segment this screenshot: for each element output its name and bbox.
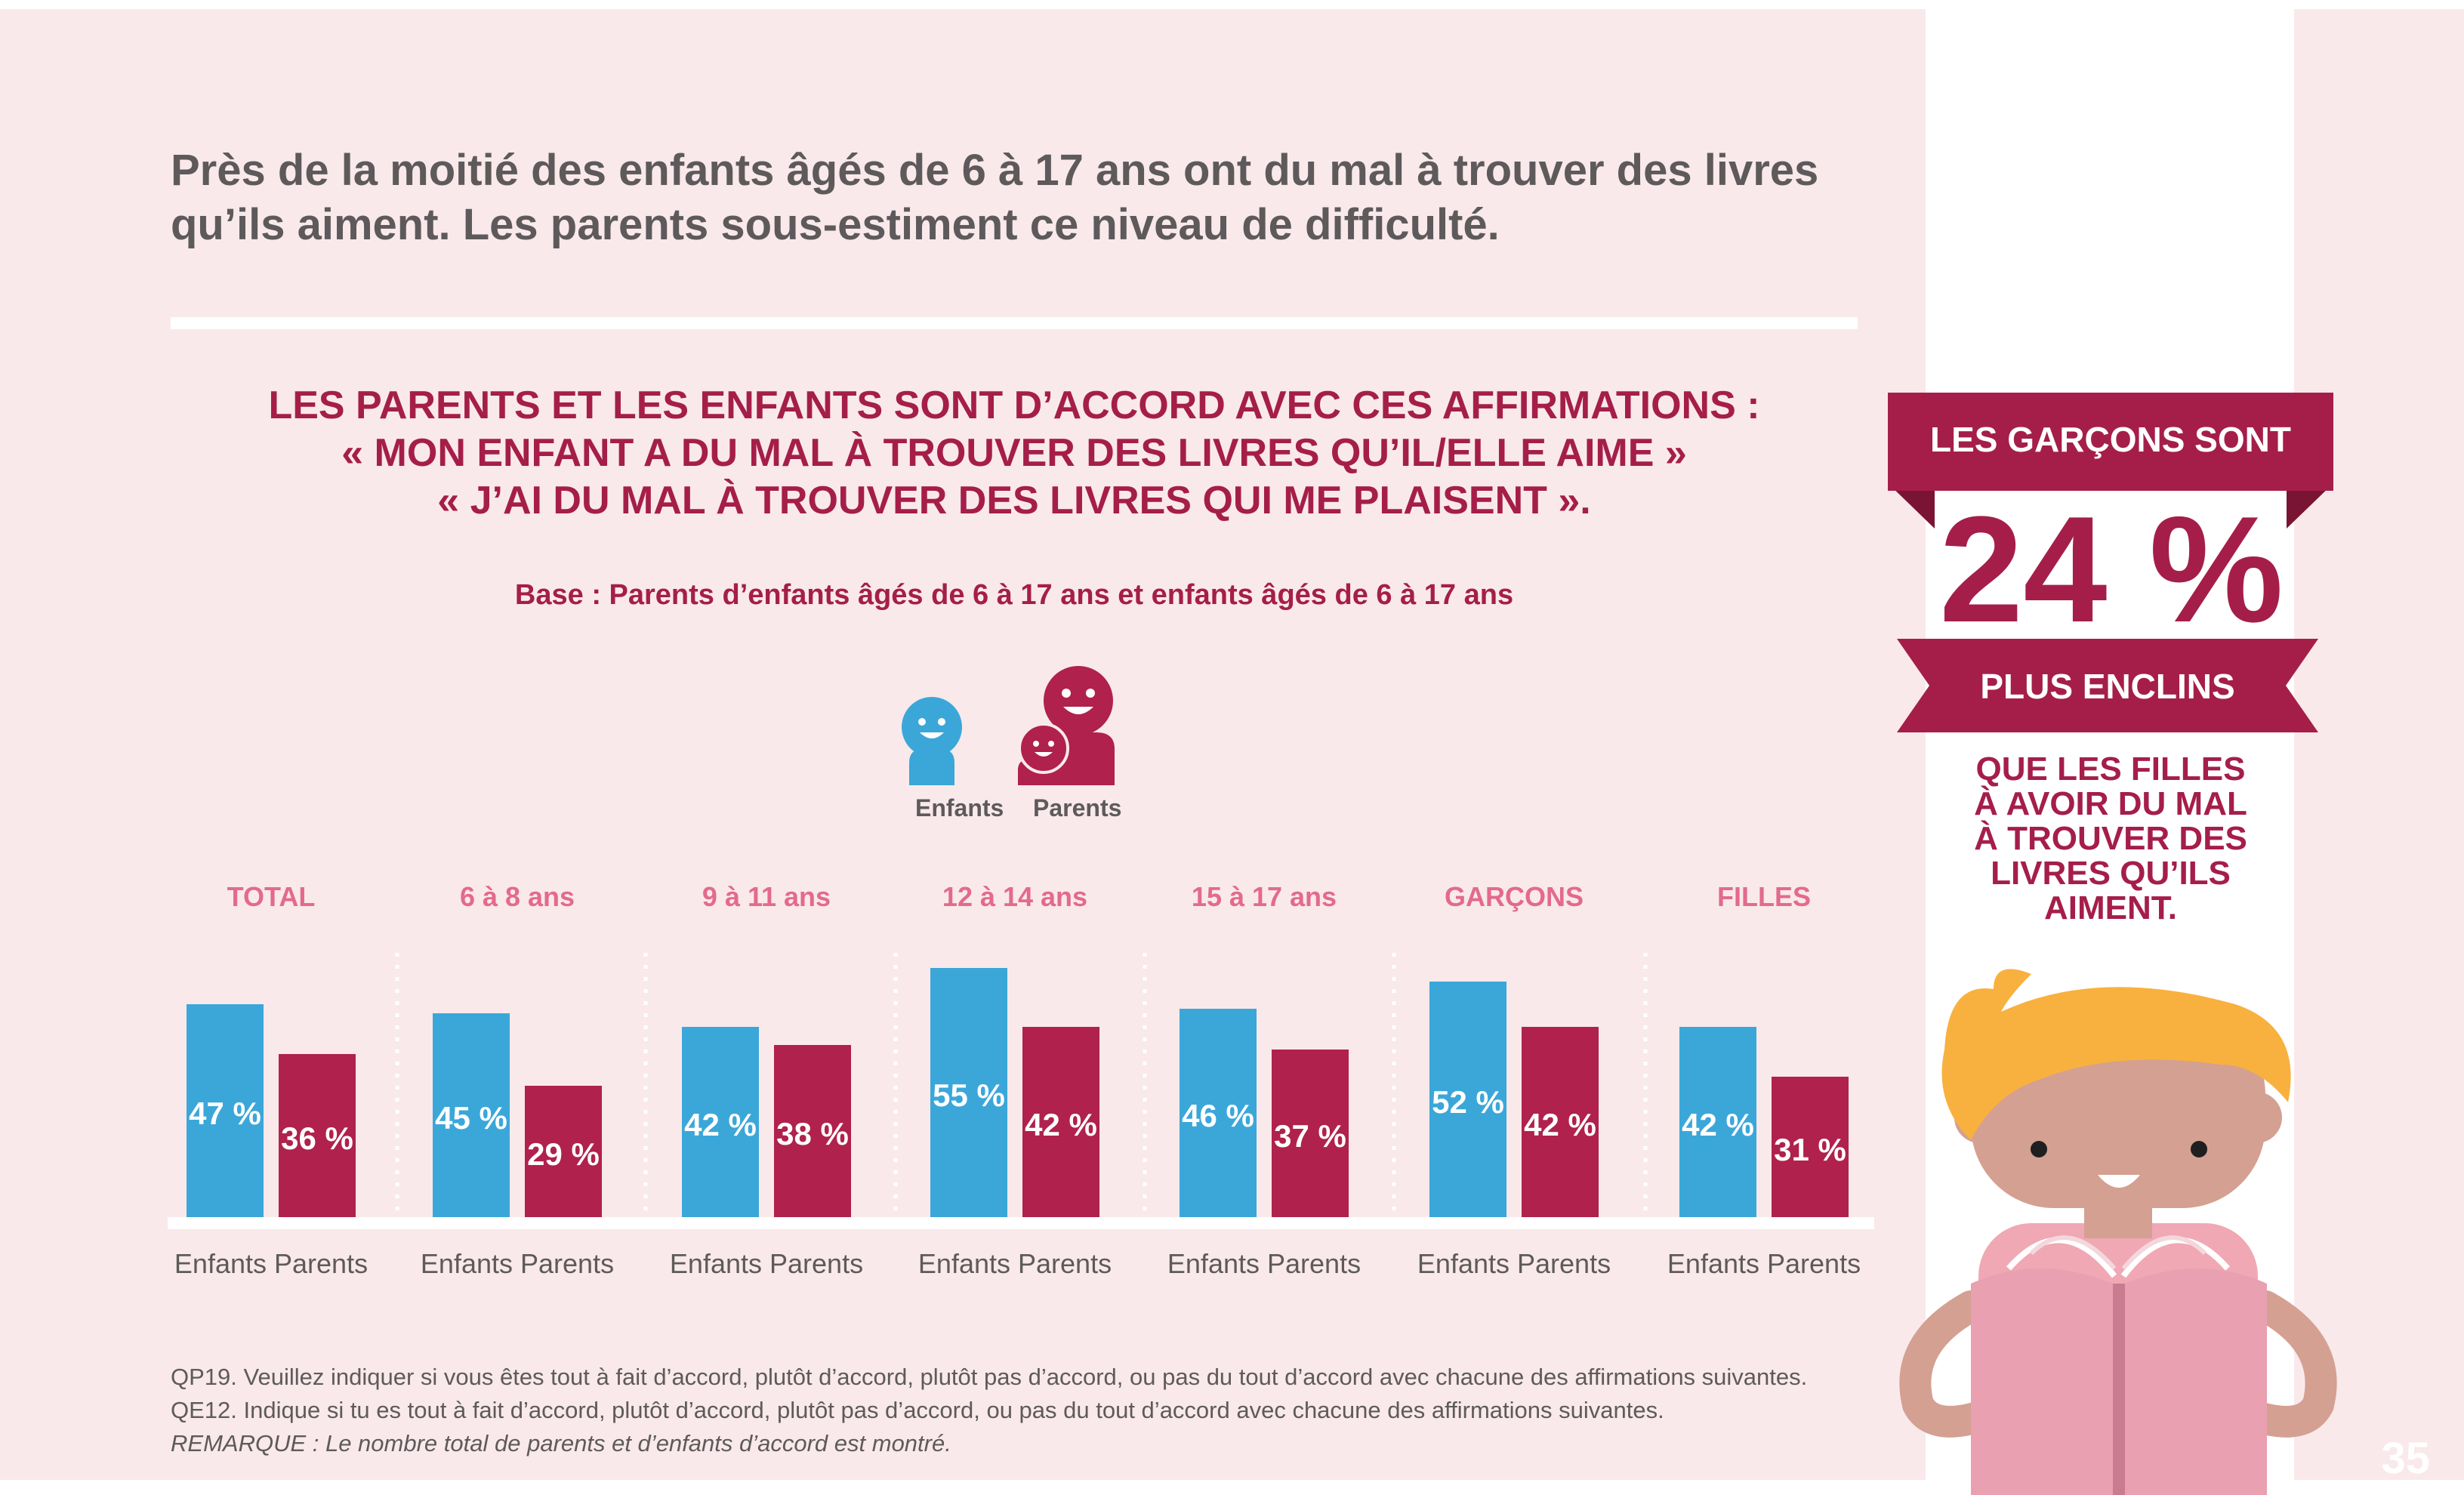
category-label: GARÇONS (1445, 881, 1584, 912)
bar-value-label: 42 % (684, 1107, 757, 1142)
bar-value-label: 45 % (435, 1100, 507, 1136)
category-label: TOTAL (227, 881, 316, 912)
bar-parents (525, 1086, 602, 1217)
bar-value-label: 29 % (527, 1136, 600, 1172)
main-panel (0, 9, 1926, 1480)
x-tick-label: Enfants Parents (174, 1248, 368, 1279)
footnote-qp19: QP19. Veuillez indiquer si vous êtes tou… (171, 1364, 1808, 1390)
category-label: 12 à 14 ans (942, 881, 1087, 912)
ribbon-top-text: LES GARÇONS SONT (1930, 420, 2291, 459)
caption-line-5: AIMENT. (2044, 889, 2177, 926)
ribbon-bottom-text: PLUS ENCLINS (1980, 667, 2235, 706)
category-label: 6 à 8 ans (460, 881, 575, 912)
bar-value-label: 47 % (189, 1096, 261, 1131)
caption-line-1: QUE LES FILLES (1975, 751, 2246, 788)
footnotes: QP19. Veuillez indiquer si vous êtes tou… (171, 1361, 1907, 1460)
footnote-qe12: QE12. Indique si tu es tout à fait d’acc… (171, 1397, 1664, 1423)
bar-value-label: 52 % (1432, 1084, 1504, 1120)
legend-icons (902, 666, 1115, 785)
bar-children (187, 1004, 264, 1217)
x-tick-label: Enfants Parents (918, 1248, 1112, 1279)
x-tick-label: Enfants Parents (1667, 1248, 1861, 1279)
category-labels: TOTAL 6 à 8 ans 9 à 11 ans 12 à 14 ans 15 à … (227, 881, 1811, 912)
bar-children (1180, 1009, 1257, 1217)
bar-children (433, 1013, 510, 1217)
bar-parents (1272, 1050, 1349, 1217)
group-separators (395, 953, 1648, 1217)
boy-reading-illustration (1899, 969, 2337, 1495)
bar-parents (774, 1045, 851, 1217)
subtitle-line-2: « MON ENFANT A DU MAL À TROUVER DES LIVR… (341, 431, 1687, 475)
category-label: 9 à 11 ans (702, 881, 831, 912)
top-ribbon (1888, 393, 2333, 529)
headline: Près de la moitié des enfants âgés de 6 … (171, 143, 1832, 252)
bar-value-label: 31 % (1774, 1132, 1846, 1167)
bar-parents (1522, 1027, 1599, 1217)
bar-children (1679, 1027, 1756, 1217)
bar-value-label: 42 % (1524, 1107, 1596, 1142)
bar-children (930, 968, 1007, 1217)
bar-value-label: 55 % (933, 1077, 1005, 1113)
legend-parents-label: Parents (1033, 794, 1122, 821)
category-label: 15 à 17 ans (1192, 881, 1337, 912)
subtitle-line-1: LES PARENTS ET LES ENFANTS SONT D’ACCORD… (268, 384, 1760, 427)
subtitle-line-3: « J’AI DU MAL À TROUVER DES LIVRES QUI M… (437, 479, 1591, 522)
x-tick-label: Enfants Parents (1167, 1248, 1361, 1279)
right-strip (2294, 9, 2464, 1480)
bar-parents (1022, 1027, 1099, 1217)
chart-legend: Enfants Parents (899, 664, 1148, 831)
headline-line-1: Près de la moitié des enfants âgés de 6 … (171, 146, 1819, 195)
chart-subtitle: LES PARENTS ET LES ENFANTS SONT D’ACCORD… (171, 382, 1858, 525)
caption-line-4: LIVRES QU’ILS (1991, 855, 2231, 892)
bars (187, 968, 1849, 1217)
bottom-ribbon (1897, 639, 2318, 732)
base-note: Base : Parents d’enfants âgés de 6 à 17 … (514, 579, 1514, 611)
chart-baseline (168, 1217, 1874, 1229)
page-number: 35 (2381, 1434, 2430, 1483)
child-icon (902, 697, 962, 785)
bar-value-label: 42 % (1025, 1107, 1097, 1142)
parent-icon (1018, 666, 1115, 785)
sidebar-caption: QUE LES FILLES À AVOIR DU MAL À TROUVER … (1910, 752, 2311, 926)
bar-value-label: 37 % (1274, 1118, 1346, 1154)
caption-line-3: À TROUVER DES (1974, 820, 2247, 857)
caption-line-2: À AVOIR DU MAL (1974, 785, 2247, 822)
divider (171, 317, 1858, 329)
category-label: FILLES (1717, 881, 1811, 912)
x-tick-labels: Enfants Parents Enfants Parents Enfants Pa… (174, 1248, 1861, 1279)
bar-children (682, 1027, 759, 1217)
bar-parents (279, 1054, 356, 1217)
x-tick-label: Enfants Parents (421, 1248, 614, 1279)
highlight-percentage: 24 % (1939, 485, 2284, 654)
x-tick-label: Enfants Parents (670, 1248, 863, 1279)
bar-value-label: 46 % (1182, 1098, 1254, 1133)
value-labels: 47 % 36 % 45 % 29 % 42 % 38 % 55 % 42 % 46 % 37 %… (189, 1077, 1846, 1172)
bar-value-label: 36 % (281, 1120, 353, 1156)
x-tick-label: Enfants Parents (1417, 1248, 1611, 1279)
bar-value-label: 38 % (776, 1116, 849, 1151)
headline-line-2: qu’ils aiment. Les parents sous-estiment… (171, 200, 1500, 249)
bar-value-label: 42 % (1682, 1107, 1754, 1142)
bar-parents (1772, 1077, 1849, 1217)
bar-children (1429, 982, 1506, 1217)
legend-children-label: Enfants (915, 794, 1004, 821)
bar-chart: 47 % 36 % 45 % 29 % 42 % 38 % 55 % 42 % 46 % 37 %… (168, 881, 1874, 1279)
footnote-remark: REMARQUE : Le nombre total de parents et… (171, 1430, 951, 1456)
